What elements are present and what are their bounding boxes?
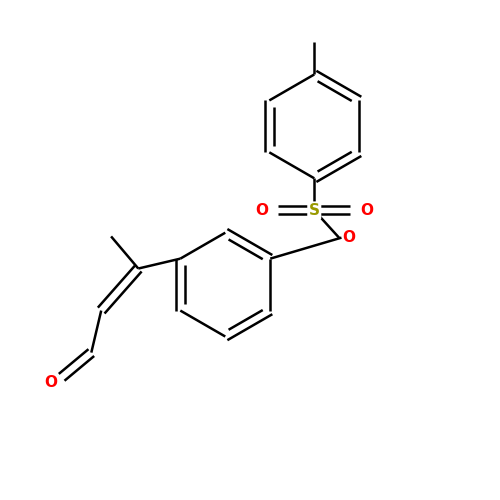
Text: O: O	[360, 203, 374, 218]
Text: O: O	[255, 203, 268, 218]
Text: O: O	[342, 230, 355, 245]
Text: O: O	[44, 375, 58, 390]
Text: S: S	[309, 203, 320, 218]
